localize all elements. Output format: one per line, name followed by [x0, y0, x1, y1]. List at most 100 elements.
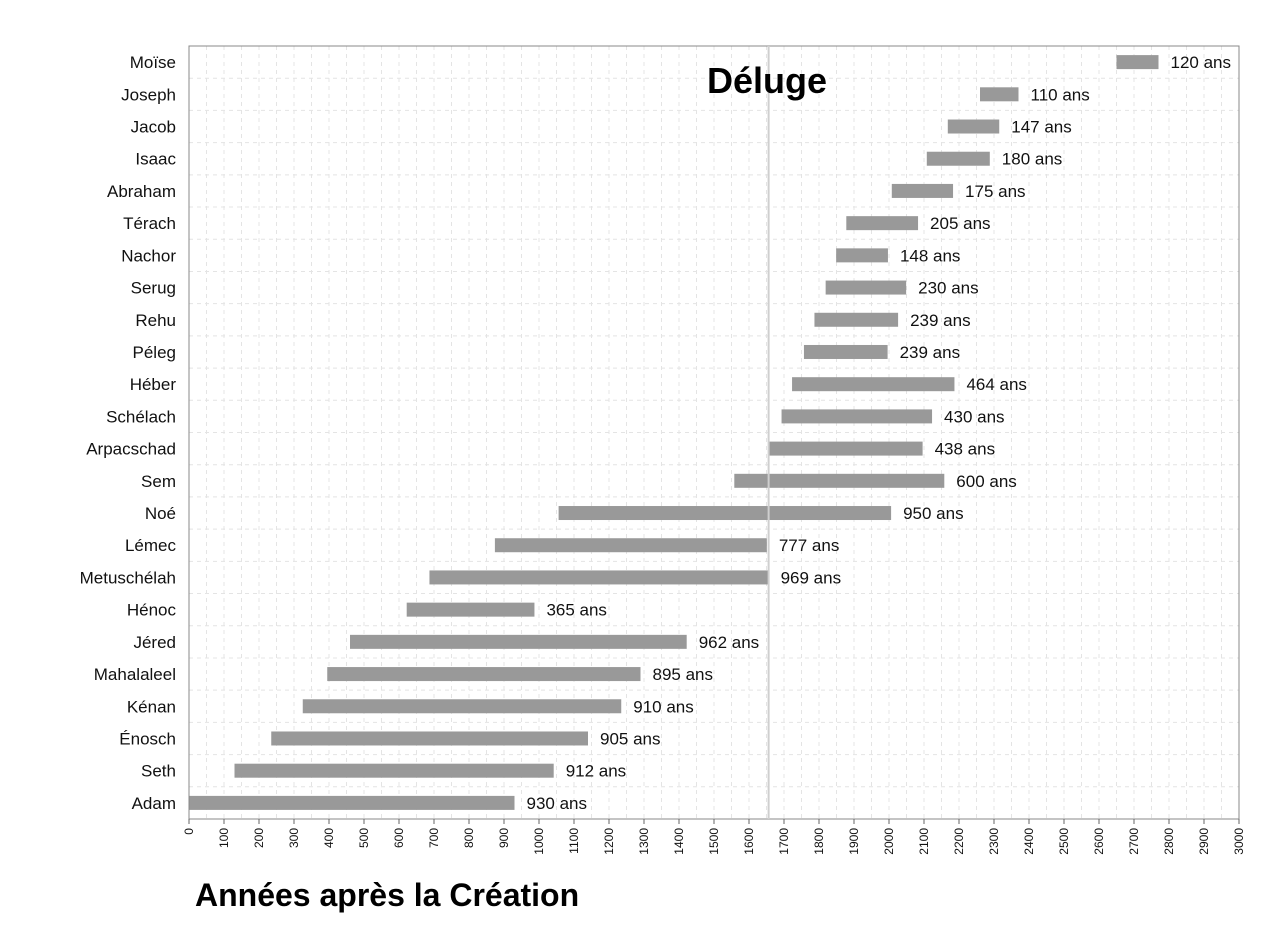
lifespan-value-label: 905 ans	[600, 729, 661, 748]
person-row: Schélach 430 ans	[106, 407, 1004, 426]
lifespan-bar	[189, 795, 515, 810]
person-row: Kénan 910 ans	[127, 697, 694, 716]
x-tick-label: 1100	[567, 828, 581, 854]
person-row: Serug 230 ans	[131, 279, 979, 298]
lifespan-bar	[980, 87, 1019, 102]
lifespan-bar	[846, 216, 919, 231]
x-tick-label: 900	[497, 828, 511, 848]
x-tick-label: 200	[252, 828, 266, 848]
x-axis: 0 100 200 300 400 500 600 700 800 900 1000 1100 1200…	[182, 819, 1246, 855]
person-name-label: Metuschélah	[80, 568, 176, 587]
person-row: Sem 600 ans	[141, 472, 1017, 491]
person-name-label: Joseph	[121, 85, 176, 104]
x-tick-label: 2900	[1197, 828, 1211, 855]
lifespan-value-label: 464 ans	[966, 375, 1026, 394]
person-row: Arpacschad 438 ans	[86, 440, 995, 459]
lifespan-value-label: 205 ans	[930, 214, 991, 233]
lifespan-value-label: 120 ans	[1171, 53, 1232, 72]
person-name-label: Schélach	[106, 407, 176, 426]
lifespan-value-label: 777 ans	[779, 536, 840, 555]
lifespan-bar	[836, 248, 888, 263]
person-name-label: Sem	[141, 472, 176, 491]
person-name-label: Jéred	[133, 633, 176, 652]
x-tick-label: 2300	[987, 828, 1001, 855]
x-tick-label: 2100	[917, 828, 931, 855]
person-name-label: Rehu	[135, 311, 176, 330]
lifespan-bar	[350, 634, 687, 649]
lifespan-value-label: 600 ans	[956, 472, 1017, 491]
x-tick-label: 500	[357, 828, 371, 848]
x-tick-label: 300	[287, 828, 301, 848]
person-name-label: Énosch	[119, 729, 176, 748]
lifespan-bar	[429, 570, 769, 585]
x-tick-label: 2000	[882, 828, 896, 855]
lifespan-bar	[891, 183, 954, 198]
lifespan-bar	[781, 409, 933, 424]
lifespan-value-label: 175 ans	[965, 182, 1026, 201]
person-row: Énosch 905 ans	[119, 729, 660, 748]
lifespan-value-label: 148 ans	[900, 246, 961, 265]
person-row: Adam 930 ans	[132, 794, 587, 813]
x-tick-label: 1400	[672, 828, 686, 855]
person-name-label: Arpacschad	[86, 440, 176, 459]
lifespan-value-label: 895 ans	[653, 665, 714, 684]
lifespan-value-label: 180 ans	[1002, 150, 1063, 169]
person-name-label: Moïse	[130, 53, 176, 72]
person-name-label: Noé	[145, 504, 176, 523]
person-row: Lémec 777 ans	[125, 536, 839, 555]
x-tick-label: 600	[392, 828, 406, 848]
person-name-label: Térach	[123, 214, 176, 233]
x-tick-label: 1600	[742, 828, 756, 855]
person-name-label: Nachor	[121, 246, 176, 265]
person-name-label: Mahalaleel	[94, 665, 176, 684]
x-tick-label: 1700	[777, 828, 791, 855]
lifespan-bar	[558, 506, 892, 521]
person-name-label: Hénoc	[127, 601, 177, 620]
lifespan-value-label: 950 ans	[903, 504, 964, 523]
person-row: Joseph 110 ans	[121, 85, 1090, 104]
rows: Moïse 120 ans Joseph 110 ans Jacob 147 ans Isa…	[80, 53, 1231, 813]
lifespan-bar	[814, 312, 899, 327]
lifespan-value-label: 969 ans	[781, 568, 842, 587]
x-tick-label: 1000	[532, 828, 546, 855]
x-tick-label: 400	[322, 828, 336, 848]
lifespan-bar	[406, 602, 535, 617]
grid	[189, 46, 1239, 819]
person-name-label: Abraham	[107, 182, 176, 201]
lifespan-bar	[302, 699, 622, 714]
person-row: Abraham 175 ans	[107, 182, 1026, 201]
x-tick-label: 0	[182, 828, 196, 835]
lifespan-bar	[494, 538, 767, 553]
lifespan-value-label: 239 ans	[910, 311, 971, 330]
person-name-label: Péleg	[133, 343, 176, 362]
person-name-label: Héber	[130, 375, 177, 394]
x-tick-label: 2600	[1092, 828, 1106, 855]
x-tick-label: 1200	[602, 828, 616, 855]
person-row: Térach 205 ans	[123, 214, 990, 233]
lifespan-value-label: 962 ans	[699, 633, 760, 652]
person-row: Hénoc 365 ans	[127, 601, 607, 620]
lifespan-bar	[271, 731, 588, 746]
person-name-label: Serug	[131, 279, 176, 298]
person-row: Nachor 148 ans	[121, 246, 960, 265]
lifespan-bar	[734, 473, 945, 488]
person-name-label: Isaac	[135, 150, 176, 169]
person-row: Jéred 962 ans	[133, 633, 759, 652]
lifespan-bar	[1116, 55, 1159, 70]
person-row: Rehu 239 ans	[135, 311, 970, 330]
x-tick-label: 100	[217, 828, 231, 848]
x-tick-label: 1300	[637, 828, 651, 855]
x-tick-label: 2400	[1022, 828, 1036, 855]
x-tick-label: 700	[427, 828, 441, 848]
person-row: Seth 912 ans	[141, 762, 626, 781]
lifespan-bar	[947, 119, 1000, 134]
x-tick-label: 2800	[1162, 828, 1176, 855]
person-name-label: Kénan	[127, 697, 176, 716]
lifespan-value-label: 365 ans	[546, 601, 607, 620]
person-name-label: Lémec	[125, 536, 177, 555]
lifespan-value-label: 912 ans	[566, 762, 627, 781]
x-tick-label: 2500	[1057, 828, 1071, 855]
person-row: Isaac 180 ans	[135, 150, 1062, 169]
x-tick-label: 1800	[812, 828, 826, 855]
